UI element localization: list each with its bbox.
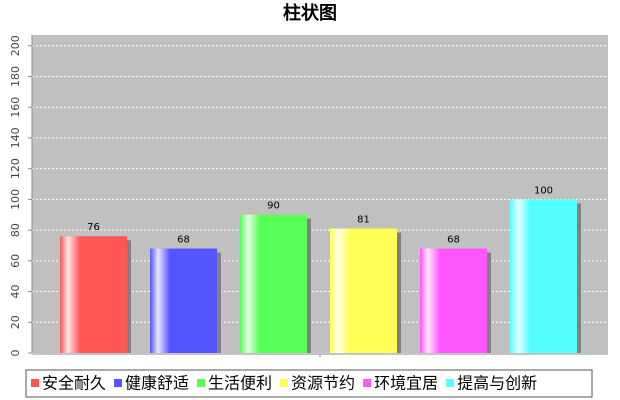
y-tick-label: 40: [9, 285, 22, 299]
value-label: 68: [447, 235, 460, 246]
y-tick-label: 180: [9, 66, 22, 87]
value-label: 68: [177, 235, 190, 246]
value-label: 76: [87, 222, 100, 233]
value-label: 90: [267, 201, 280, 212]
legend-label: 安全耐久: [42, 374, 106, 393]
bar-highlight: [150, 248, 217, 353]
bar-highlight: [330, 228, 397, 353]
y-tick-label: 200: [9, 35, 22, 56]
y-tick-label: 20: [9, 315, 22, 329]
legend-label: 环境宜居: [374, 374, 438, 393]
legend-swatch: [114, 379, 123, 387]
y-tick-label: 80: [9, 223, 22, 237]
value-label: 100: [534, 185, 553, 196]
y-tick-label: 140: [9, 127, 22, 148]
bar-highlight: [60, 236, 127, 353]
legend-swatch: [446, 379, 455, 387]
legend-swatch: [31, 379, 39, 387]
bar-highlight: [240, 214, 307, 353]
bar-highlight: [510, 199, 577, 353]
legend-swatch: [197, 379, 206, 387]
chart-title: 柱状图: [283, 2, 337, 24]
y-tick-label: 60: [9, 254, 22, 268]
legend-swatch: [280, 379, 289, 387]
y-tick-label: 100: [9, 189, 22, 210]
value-label: 81: [357, 215, 370, 226]
y-tick-label: 160: [9, 97, 22, 118]
y-tick-label: 0: [9, 350, 22, 357]
legend-swatch: [363, 379, 372, 387]
y-tick-label: 120: [9, 158, 22, 179]
bar-highlight: [420, 248, 487, 353]
legend-label: 提高与创新: [457, 374, 537, 393]
legend-label: 生活便利: [208, 374, 272, 393]
legend-label: 资源节约: [291, 374, 355, 393]
legend-label: 健康舒适: [125, 374, 189, 393]
